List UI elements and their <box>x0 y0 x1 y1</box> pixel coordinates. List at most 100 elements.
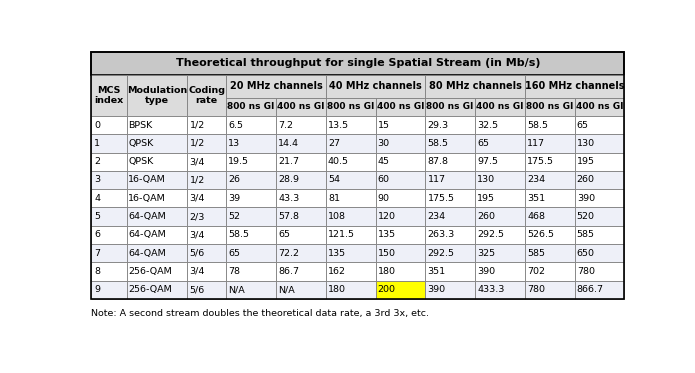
Bar <box>326 189 375 207</box>
Text: 400 ns GI: 400 ns GI <box>277 103 325 112</box>
Text: 180: 180 <box>328 285 346 294</box>
Bar <box>126 226 188 244</box>
Bar <box>276 207 326 226</box>
Text: 162: 162 <box>328 267 346 276</box>
Bar <box>226 189 276 207</box>
Text: 800 ns GI: 800 ns GI <box>427 103 474 112</box>
Bar <box>425 98 475 116</box>
Bar <box>575 189 624 207</box>
Text: 65: 65 <box>278 231 290 239</box>
Text: Coding
rate: Coding rate <box>188 86 225 105</box>
Text: 780: 780 <box>577 267 595 276</box>
Bar <box>188 280 226 299</box>
Text: 19.5: 19.5 <box>229 157 250 166</box>
Text: 52: 52 <box>229 212 240 221</box>
Text: 40.5: 40.5 <box>328 157 349 166</box>
Bar <box>525 75 624 98</box>
Text: 6.5: 6.5 <box>229 120 243 129</box>
Bar <box>326 116 375 134</box>
Bar <box>326 98 375 116</box>
Text: 260: 260 <box>477 212 496 221</box>
Bar <box>525 189 575 207</box>
Bar <box>276 134 326 153</box>
Text: 400 ns GI: 400 ns GI <box>575 103 623 112</box>
Text: 256-QAM: 256-QAM <box>128 285 172 294</box>
Text: 117: 117 <box>427 175 445 185</box>
Bar <box>188 226 226 244</box>
Text: 526.5: 526.5 <box>527 231 554 239</box>
Text: 45: 45 <box>377 157 390 166</box>
Bar <box>276 98 326 116</box>
Text: 108: 108 <box>328 212 346 221</box>
Bar <box>326 171 375 189</box>
Bar <box>91 52 624 75</box>
Text: 65: 65 <box>477 139 489 148</box>
Bar <box>475 207 525 226</box>
Text: 4: 4 <box>95 194 100 203</box>
Text: 3/4: 3/4 <box>190 267 205 276</box>
Bar <box>126 116 188 134</box>
Text: 16-QAM: 16-QAM <box>128 175 166 185</box>
Text: 21.7: 21.7 <box>278 157 299 166</box>
Text: 292.5: 292.5 <box>477 231 505 239</box>
Bar <box>126 153 188 171</box>
Text: 180: 180 <box>377 267 395 276</box>
Bar <box>375 207 425 226</box>
Text: 351: 351 <box>427 267 445 276</box>
Bar <box>475 116 525 134</box>
Text: 130: 130 <box>477 175 496 185</box>
Bar <box>575 98 624 116</box>
Bar <box>575 116 624 134</box>
Text: 234: 234 <box>427 212 445 221</box>
Bar <box>326 207 375 226</box>
Bar <box>525 153 575 171</box>
Bar <box>475 153 525 171</box>
Bar <box>276 262 326 280</box>
Bar <box>91 116 126 134</box>
Bar <box>375 116 425 134</box>
Bar <box>425 189 475 207</box>
Text: Theoretical throughput for single Spatial Stream (in Mb/s): Theoretical throughput for single Spatia… <box>176 59 540 68</box>
Bar <box>525 171 575 189</box>
Bar <box>91 226 126 244</box>
Text: 81: 81 <box>328 194 340 203</box>
Bar <box>276 244 326 262</box>
Bar <box>575 134 624 153</box>
Text: 292.5: 292.5 <box>427 249 455 258</box>
Text: Modulation
type: Modulation type <box>127 86 187 105</box>
Text: 3/4: 3/4 <box>190 157 205 166</box>
Text: 8: 8 <box>95 267 100 276</box>
Bar <box>126 189 188 207</box>
Text: 3: 3 <box>95 175 101 185</box>
Text: 585: 585 <box>527 249 545 258</box>
Bar <box>126 262 188 280</box>
Text: 27: 27 <box>328 139 340 148</box>
Bar <box>91 134 126 153</box>
Bar <box>91 280 126 299</box>
Bar <box>188 207 226 226</box>
Bar <box>525 280 575 299</box>
Bar <box>375 98 425 116</box>
Bar <box>375 189 425 207</box>
Text: 800 ns GI: 800 ns GI <box>526 103 573 112</box>
Text: 117: 117 <box>527 139 545 148</box>
Bar <box>525 207 575 226</box>
Bar <box>188 262 226 280</box>
Text: 400 ns GI: 400 ns GI <box>377 103 424 112</box>
Bar <box>575 262 624 280</box>
Bar <box>226 98 276 116</box>
Bar <box>525 134 575 153</box>
Bar <box>126 280 188 299</box>
Text: 40 MHz channels: 40 MHz channels <box>329 81 422 91</box>
Text: 702: 702 <box>527 267 545 276</box>
Bar <box>425 207 475 226</box>
Text: 256-QAM: 256-QAM <box>128 267 172 276</box>
Bar <box>475 171 525 189</box>
Text: 64-QAM: 64-QAM <box>128 231 166 239</box>
Bar <box>575 280 624 299</box>
Text: 1/2: 1/2 <box>190 139 205 148</box>
Bar <box>525 262 575 280</box>
Text: 97.5: 97.5 <box>477 157 498 166</box>
Bar <box>326 280 375 299</box>
Text: N/A: N/A <box>229 285 245 294</box>
